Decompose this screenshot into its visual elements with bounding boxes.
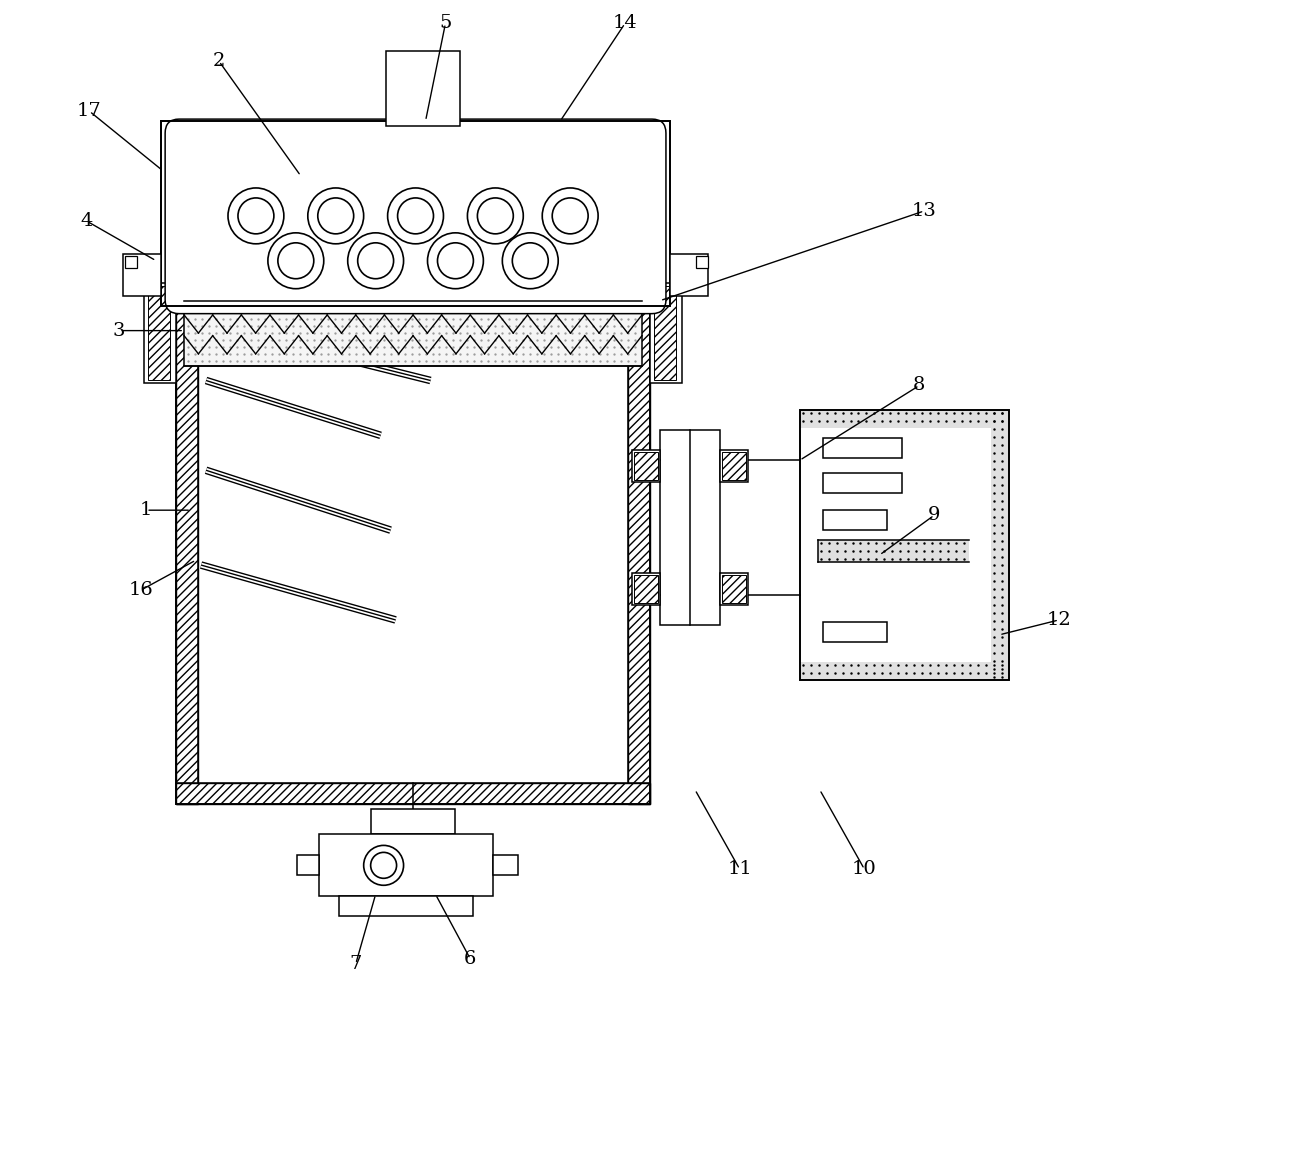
Text: 10: 10 <box>852 861 877 878</box>
Bar <box>696 256 708 268</box>
Bar <box>177 185 650 804</box>
Text: 3: 3 <box>113 322 125 339</box>
Text: 4: 4 <box>80 211 93 230</box>
Bar <box>991 411 1009 680</box>
Bar <box>650 283 682 384</box>
Circle shape <box>308 188 363 244</box>
Text: 16: 16 <box>129 581 153 599</box>
Bar <box>632 451 660 483</box>
Bar <box>494 856 518 876</box>
Text: 12: 12 <box>1047 610 1071 629</box>
Bar <box>385 52 460 126</box>
Bar <box>722 575 746 603</box>
Circle shape <box>278 243 313 278</box>
Text: 5: 5 <box>440 14 451 33</box>
Bar <box>822 511 887 531</box>
Bar <box>296 856 318 876</box>
Bar <box>822 438 902 458</box>
Bar <box>184 301 642 365</box>
Bar <box>124 254 161 296</box>
Circle shape <box>468 188 523 244</box>
Text: 17: 17 <box>77 102 102 120</box>
Circle shape <box>437 243 473 278</box>
Bar <box>799 411 1009 680</box>
Circle shape <box>512 243 548 278</box>
Text: 9: 9 <box>928 506 941 524</box>
Bar <box>719 451 748 483</box>
Bar <box>654 285 675 380</box>
Bar <box>822 473 902 493</box>
Circle shape <box>371 852 397 878</box>
Bar <box>177 783 650 804</box>
Bar <box>670 254 708 296</box>
Text: 7: 7 <box>349 956 362 973</box>
Bar <box>161 121 670 305</box>
Text: 11: 11 <box>727 861 753 878</box>
Bar <box>632 573 660 605</box>
Text: 6: 6 <box>464 950 477 969</box>
Bar <box>125 256 137 268</box>
Circle shape <box>428 232 483 289</box>
Text: 8: 8 <box>913 377 926 394</box>
Bar <box>318 835 494 896</box>
Bar <box>722 452 746 480</box>
Bar <box>177 185 199 804</box>
Bar <box>719 573 748 605</box>
Bar <box>822 622 887 642</box>
Circle shape <box>348 232 403 289</box>
FancyBboxPatch shape <box>165 119 666 313</box>
Text: 14: 14 <box>612 14 638 33</box>
Bar <box>371 809 455 835</box>
Circle shape <box>357 243 393 278</box>
Circle shape <box>477 198 513 234</box>
Bar <box>339 896 473 916</box>
Circle shape <box>228 188 284 244</box>
Bar <box>634 452 657 480</box>
Circle shape <box>503 232 558 289</box>
Circle shape <box>543 188 598 244</box>
Bar <box>628 185 650 804</box>
Bar <box>144 283 177 384</box>
Bar <box>634 575 657 603</box>
Text: 2: 2 <box>213 53 226 70</box>
Circle shape <box>388 188 443 244</box>
Circle shape <box>238 198 273 234</box>
Bar <box>148 285 170 380</box>
Text: 1: 1 <box>141 501 152 519</box>
Bar <box>660 431 719 625</box>
Bar <box>817 540 969 562</box>
Circle shape <box>552 198 588 234</box>
Bar <box>799 411 1009 429</box>
Circle shape <box>397 198 433 234</box>
Circle shape <box>268 232 324 289</box>
Bar <box>799 662 1009 680</box>
Text: 13: 13 <box>911 202 937 220</box>
Bar <box>161 121 670 305</box>
Circle shape <box>318 198 353 234</box>
Circle shape <box>363 845 403 885</box>
